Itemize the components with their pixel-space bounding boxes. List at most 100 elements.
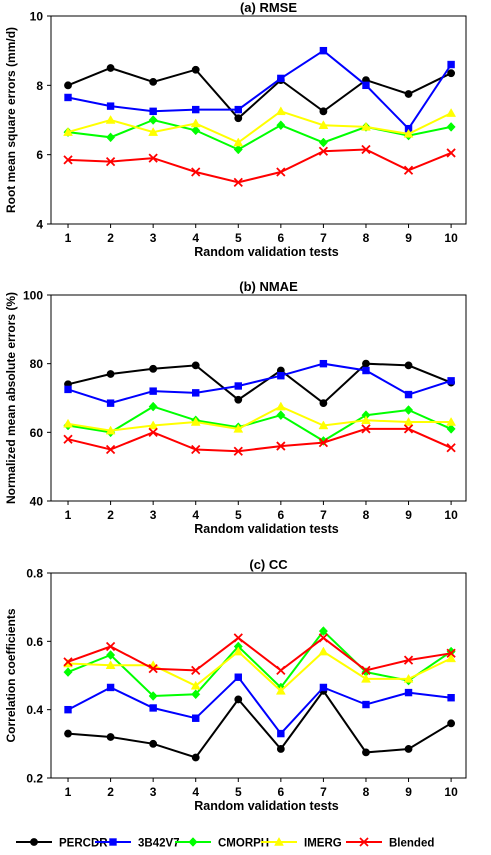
data-point [233, 177, 243, 188]
series-3b42v7 [64, 673, 455, 738]
data-point [192, 714, 200, 722]
legend-marker [359, 837, 369, 847]
data-point [148, 401, 158, 412]
data-point [63, 155, 73, 165]
data-point [319, 359, 328, 368]
legend-marker [109, 838, 117, 846]
x-tick-label: 9 [405, 785, 412, 799]
x-tick-label: 7 [320, 231, 327, 245]
data-point [276, 120, 286, 131]
data-point [63, 418, 73, 428]
y-tick-label: 40 [30, 495, 44, 509]
data-point [234, 673, 242, 681]
data-point [105, 425, 116, 435]
data-point [191, 689, 201, 700]
data-point [361, 415, 371, 425]
data-point [64, 385, 72, 394]
data-point [276, 665, 286, 676]
series-line [67, 405, 452, 432]
legend-label: Blended [389, 838, 434, 850]
data-point [361, 424, 371, 434]
legend: PERCDR 3B42V7 CMORPH IMERG Blended [16, 836, 434, 850]
data-point [234, 114, 243, 123]
legend-item-blended: Blended [346, 837, 434, 850]
x-tick-label: 8 [363, 231, 370, 245]
series-line [67, 650, 452, 693]
data-point [63, 434, 73, 444]
data-point [276, 410, 286, 421]
x-tick-label: 8 [363, 785, 370, 799]
x-tick-label: 10 [444, 785, 458, 799]
data-point [277, 371, 285, 380]
data-point [106, 64, 115, 72]
data-point [105, 641, 116, 652]
series-line [67, 427, 452, 453]
data-point [192, 389, 200, 397]
x-tick-label: 10 [444, 508, 458, 522]
data-point [404, 745, 413, 753]
data-point [361, 665, 371, 676]
x-tick-label: 5 [235, 231, 242, 245]
data-point [446, 417, 457, 426]
data-point [319, 46, 328, 55]
data-point [192, 105, 200, 114]
legend-label: PERCDR [59, 838, 108, 850]
data-point [446, 443, 456, 453]
plot-area [50, 572, 467, 779]
data-point [106, 650, 116, 660]
data-point [149, 107, 157, 116]
data-point [106, 102, 115, 110]
data-point [105, 156, 116, 167]
data-point [64, 81, 72, 90]
x-tick-label: 1 [65, 508, 72, 522]
data-point [318, 437, 329, 448]
data-point [403, 405, 414, 415]
data-point [106, 370, 115, 378]
series-line [67, 689, 452, 759]
data-point [233, 423, 244, 433]
data-point [149, 387, 157, 395]
x-axis-label: Random validation tests [194, 522, 339, 536]
series-line [67, 636, 452, 672]
x-tick-label: 1 [65, 785, 72, 799]
data-point [446, 648, 456, 658]
series-imerg [63, 401, 457, 435]
chart-title: (b) NMAE [239, 279, 298, 294]
legend-label: CMORPH [218, 838, 269, 850]
y-tick-label: 80 [30, 357, 44, 371]
data-point [362, 700, 370, 709]
data-point [191, 125, 201, 136]
data-point [447, 377, 455, 385]
data-point [318, 120, 329, 129]
data-point [191, 753, 200, 762]
data-point [149, 704, 157, 712]
data-point [63, 667, 73, 677]
y-axis-label: Correlation coefficients [4, 608, 18, 742]
data-point [105, 660, 116, 669]
series-line [67, 66, 452, 120]
x-tick-label: 9 [405, 508, 412, 522]
data-point [64, 705, 72, 714]
data-point [233, 446, 243, 456]
data-point [106, 132, 116, 143]
series-imerg [63, 646, 457, 695]
data-point [233, 144, 243, 155]
data-point [362, 748, 370, 757]
x-tick-label: 5 [235, 785, 242, 799]
series-line [67, 49, 452, 131]
series-line [67, 629, 452, 698]
data-point [233, 646, 244, 656]
series-imerg [63, 106, 457, 147]
data-point [319, 683, 328, 692]
series-line [67, 405, 452, 443]
data-point [319, 399, 328, 408]
data-point [191, 361, 200, 370]
x-tick-label: 3 [150, 785, 157, 799]
data-point [191, 65, 200, 74]
legend-marker [274, 836, 284, 846]
data-point [275, 106, 286, 116]
x-tick-label: 4 [192, 508, 199, 522]
data-point [190, 118, 201, 128]
